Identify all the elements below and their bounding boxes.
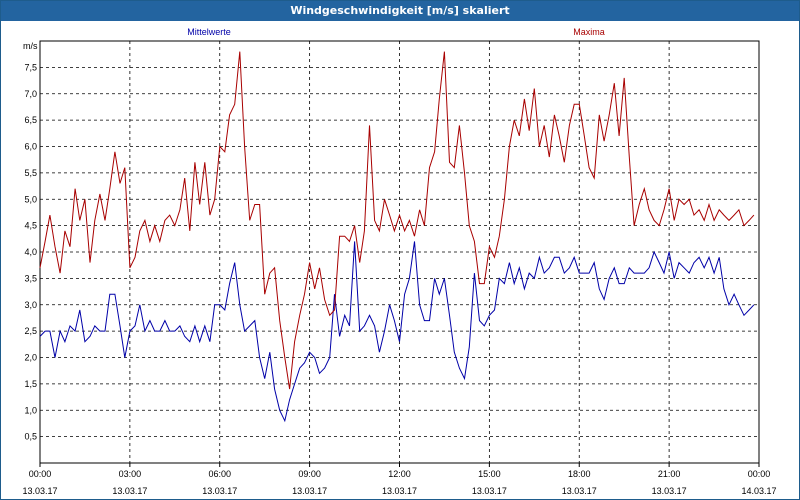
y-tick-label: 4,0 bbox=[24, 247, 37, 257]
y-tick-label: 2,0 bbox=[24, 353, 37, 363]
chart-axes: 0,5 1,0 1,5 2,0 2,5 3,0 3,5 4,0 4,5 5,0 5,5 6,0 6,5 7… bbox=[22, 40, 777, 496]
y-tick-label: 3,5 bbox=[24, 273, 37, 283]
y-tick-label: 2,5 bbox=[24, 326, 37, 336]
y-tick-label: 6,5 bbox=[24, 115, 37, 125]
x-tick-date: 14.03.17 bbox=[741, 486, 776, 496]
x-tick-time: 21:00 bbox=[658, 469, 681, 479]
x-tick-date: 13.03.17 bbox=[652, 486, 687, 496]
x-tick-date: 13.03.17 bbox=[292, 486, 327, 496]
series-line-mittelwerte bbox=[39, 241, 755, 423]
legend-mittelwerte: Mittelwerte bbox=[187, 27, 231, 37]
y-tick-label: 5,0 bbox=[24, 194, 37, 204]
x-tick-time: 12:00 bbox=[388, 469, 411, 479]
x-tick-time: 15:00 bbox=[478, 469, 501, 479]
x-tick-date: 13.03.17 bbox=[562, 486, 597, 496]
x-tick-time: 09:00 bbox=[298, 469, 321, 479]
x-tick-date: 13.03.17 bbox=[22, 486, 57, 496]
x-tick-time: 03:00 bbox=[119, 469, 142, 479]
series-line-maxima bbox=[39, 51, 755, 390]
y-tick-label: 0,5 bbox=[24, 432, 37, 442]
x-tick-date: 13.03.17 bbox=[472, 486, 507, 496]
x-tick-date: 13.03.17 bbox=[202, 486, 237, 496]
x-tick-time: 18:00 bbox=[568, 469, 591, 479]
y-tick-label: 1,5 bbox=[24, 379, 37, 389]
legend-maxima: Maxima bbox=[573, 27, 605, 37]
y-tick-label: 7,0 bbox=[24, 89, 37, 99]
y-tick-label: 1,0 bbox=[24, 405, 37, 415]
plot-frame bbox=[39, 40, 760, 464]
y-tick-label: 6,0 bbox=[24, 142, 37, 152]
x-tick-date: 13.03.17 bbox=[112, 486, 147, 496]
x-tick-time: 06:00 bbox=[208, 469, 231, 479]
series-layer bbox=[39, 51, 755, 423]
y-axis-unit: m/s bbox=[23, 41, 38, 51]
x-tick-time: 00:00 bbox=[748, 469, 771, 479]
x-tick-time: 00:00 bbox=[29, 469, 52, 479]
y-tick-label: 7,5 bbox=[24, 62, 37, 72]
y-tick-label: 4,5 bbox=[24, 221, 37, 231]
chart-title: Windgeschwindigkeit [m/s] skaliert bbox=[1, 1, 799, 21]
y-tick-label: 5,5 bbox=[24, 168, 37, 178]
chart-canvas: 0,5 1,0 1,5 2,0 2,5 3,0 3,5 4,0 4,5 5,0 5,5 6,0 6,5 7… bbox=[22, 27, 777, 496]
y-tick-label: 3,0 bbox=[24, 300, 37, 310]
chart-grid bbox=[40, 41, 759, 463]
x-tick-date: 13.03.17 bbox=[382, 486, 417, 496]
